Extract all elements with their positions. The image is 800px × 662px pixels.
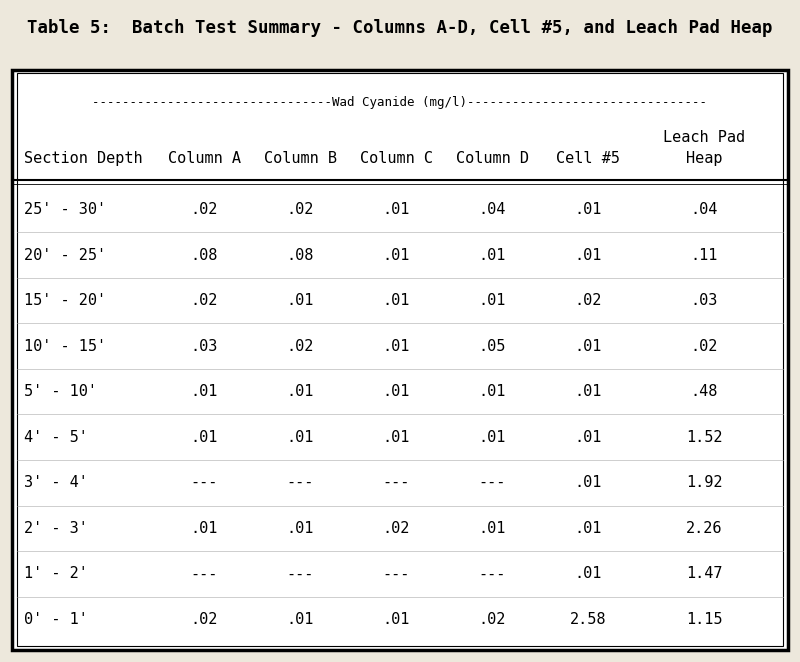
Text: .01: .01 bbox=[382, 202, 410, 217]
Text: Column D: Column D bbox=[455, 152, 529, 166]
Text: .01: .01 bbox=[382, 384, 410, 399]
Text: .01: .01 bbox=[382, 338, 410, 354]
Text: .01: .01 bbox=[574, 384, 602, 399]
Text: .03: .03 bbox=[690, 293, 718, 308]
Text: .02: .02 bbox=[190, 202, 218, 217]
Text: 0' - 1': 0' - 1' bbox=[24, 612, 88, 627]
Text: Leach Pad: Leach Pad bbox=[663, 130, 745, 145]
Text: Column B: Column B bbox=[263, 152, 337, 166]
Text: .01: .01 bbox=[382, 248, 410, 263]
Text: 1' - 2': 1' - 2' bbox=[24, 566, 88, 581]
Text: Table 5:  Batch Test Summary - Columns A-D, Cell #5, and Leach Pad Heap: Table 5: Batch Test Summary - Columns A-… bbox=[27, 19, 773, 37]
Text: 1.92: 1.92 bbox=[686, 475, 722, 491]
Text: .01: .01 bbox=[286, 521, 314, 536]
Text: .01: .01 bbox=[190, 430, 218, 445]
Text: .02: .02 bbox=[190, 293, 218, 308]
Text: 1.52: 1.52 bbox=[686, 430, 722, 445]
Text: 2.26: 2.26 bbox=[686, 521, 722, 536]
Text: .01: .01 bbox=[574, 430, 602, 445]
Text: .02: .02 bbox=[478, 612, 506, 627]
Text: 1.47: 1.47 bbox=[686, 566, 722, 581]
Text: .01: .01 bbox=[478, 430, 506, 445]
Text: .01: .01 bbox=[574, 521, 602, 536]
Text: .04: .04 bbox=[478, 202, 506, 217]
Text: 10' - 15': 10' - 15' bbox=[24, 338, 106, 354]
Text: .01: .01 bbox=[478, 384, 506, 399]
Text: 20' - 25': 20' - 25' bbox=[24, 248, 106, 263]
Text: 3' - 4': 3' - 4' bbox=[24, 475, 88, 491]
Text: --------------------------------Wad Cyanide (mg/l)------------------------------: --------------------------------Wad Cyan… bbox=[93, 96, 707, 109]
Text: ---: --- bbox=[286, 475, 314, 491]
Text: 25' - 30': 25' - 30' bbox=[24, 202, 106, 217]
Text: .02: .02 bbox=[190, 612, 218, 627]
Text: .01: .01 bbox=[574, 248, 602, 263]
Bar bbox=[17, 73, 783, 646]
Text: .04: .04 bbox=[690, 202, 718, 217]
Text: .01: .01 bbox=[286, 612, 314, 627]
Text: .01: .01 bbox=[286, 293, 314, 308]
Text: ---: --- bbox=[190, 475, 218, 491]
Text: 1.15: 1.15 bbox=[686, 612, 722, 627]
Text: Section Depth: Section Depth bbox=[24, 152, 142, 166]
Text: .01: .01 bbox=[190, 521, 218, 536]
Text: .02: .02 bbox=[286, 202, 314, 217]
Text: ---: --- bbox=[478, 566, 506, 581]
Text: ---: --- bbox=[190, 566, 218, 581]
Text: .08: .08 bbox=[286, 248, 314, 263]
Text: Column C: Column C bbox=[359, 152, 433, 166]
Text: .03: .03 bbox=[190, 338, 218, 354]
Text: 2' - 3': 2' - 3' bbox=[24, 521, 88, 536]
Text: 15' - 20': 15' - 20' bbox=[24, 293, 106, 308]
Text: ---: --- bbox=[382, 475, 410, 491]
Text: .01: .01 bbox=[478, 293, 506, 308]
Text: .01: .01 bbox=[382, 612, 410, 627]
Text: .01: .01 bbox=[382, 293, 410, 308]
Text: .01: .01 bbox=[478, 248, 506, 263]
Text: ---: --- bbox=[478, 475, 506, 491]
Text: .11: .11 bbox=[690, 248, 718, 263]
Text: .01: .01 bbox=[190, 384, 218, 399]
Text: .02: .02 bbox=[690, 338, 718, 354]
Text: 4' - 5': 4' - 5' bbox=[24, 430, 88, 445]
Text: .01: .01 bbox=[286, 430, 314, 445]
Text: .01: .01 bbox=[382, 430, 410, 445]
Text: Column A: Column A bbox=[167, 152, 241, 166]
Text: .05: .05 bbox=[478, 338, 506, 354]
Text: .02: .02 bbox=[382, 521, 410, 536]
Bar bbox=[12, 70, 788, 650]
Text: .02: .02 bbox=[286, 338, 314, 354]
Text: .01: .01 bbox=[478, 521, 506, 536]
Text: 5' - 10': 5' - 10' bbox=[24, 384, 97, 399]
Text: Cell #5: Cell #5 bbox=[556, 152, 620, 166]
Text: ---: --- bbox=[286, 566, 314, 581]
Text: .08: .08 bbox=[190, 248, 218, 263]
Text: .01: .01 bbox=[574, 338, 602, 354]
Text: .01: .01 bbox=[574, 475, 602, 491]
Text: Heap: Heap bbox=[686, 152, 722, 166]
Text: 2.58: 2.58 bbox=[570, 612, 606, 627]
Text: .48: .48 bbox=[690, 384, 718, 399]
Text: ---: --- bbox=[382, 566, 410, 581]
Text: .01: .01 bbox=[574, 566, 602, 581]
Text: .01: .01 bbox=[286, 384, 314, 399]
Text: .02: .02 bbox=[574, 293, 602, 308]
Text: .01: .01 bbox=[574, 202, 602, 217]
